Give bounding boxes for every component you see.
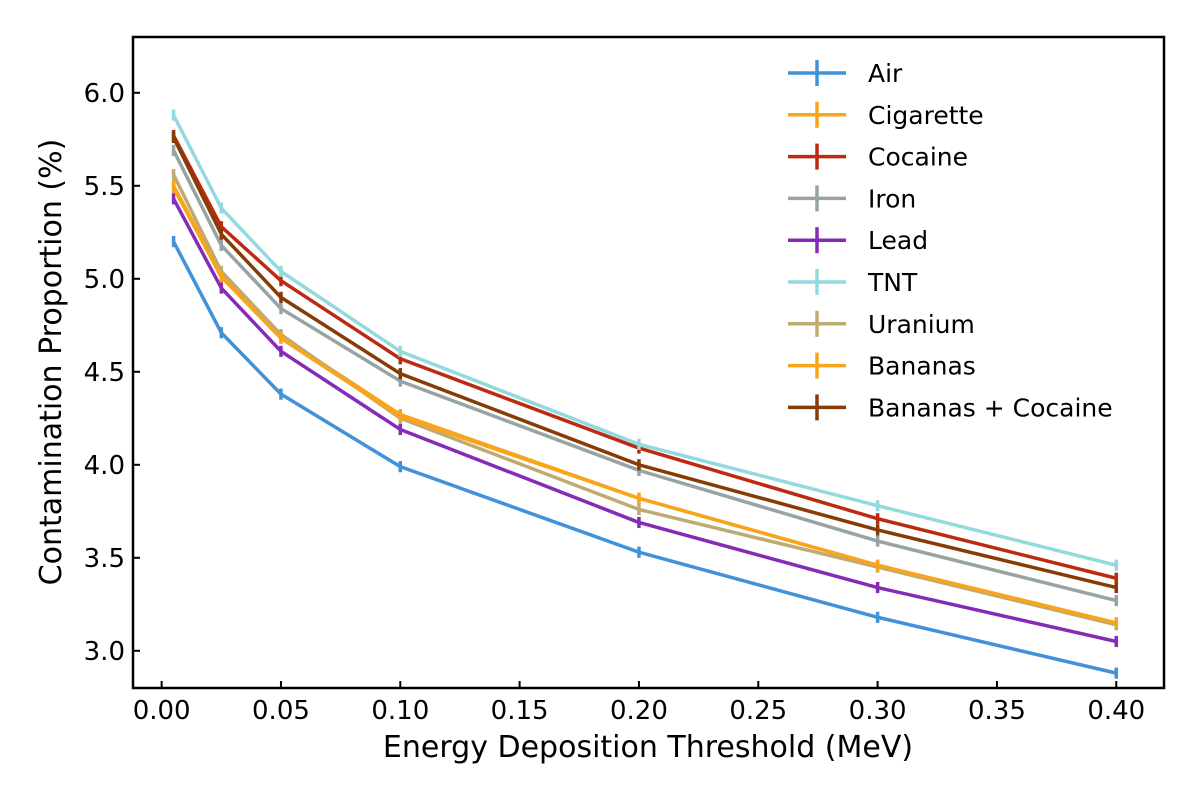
series-bananas — [171, 182, 1119, 629]
legend-label: TNT — [867, 268, 918, 297]
y-tick-label: 5.5 — [84, 172, 125, 202]
legend-item: Air — [788, 59, 903, 88]
legend-label: Iron — [868, 184, 916, 213]
x-axis-title: Energy Deposition Threshold (MeV) — [383, 730, 913, 765]
legend-label: Uranium — [868, 310, 975, 339]
y-tick-label: 3.5 — [84, 544, 125, 574]
legend-item: Bananas + Cocaine — [788, 393, 1113, 422]
x-tick-label: 0.05 — [252, 696, 310, 726]
legend-item: Uranium — [788, 310, 975, 339]
y-tick-label: 6.0 — [84, 79, 125, 109]
legend-label: Bananas + Cocaine — [868, 393, 1113, 422]
series-lead — [171, 193, 1119, 648]
legend-item: Cocaine — [788, 143, 968, 172]
x-tick-label: 0.00 — [133, 696, 191, 726]
y-tick-label: 4.0 — [84, 451, 125, 481]
y-tick-label: 5.0 — [84, 265, 125, 295]
series-air — [171, 236, 1119, 679]
legend-label: Air — [868, 59, 903, 88]
legend-item: Bananas — [788, 352, 976, 381]
x-tick-label: 0.40 — [1087, 696, 1145, 726]
x-tick-label: 0.25 — [729, 696, 787, 726]
y-tick-label: 3.0 — [84, 637, 125, 667]
x-tick-label: 0.20 — [610, 696, 668, 726]
legend-item: Cigarette — [788, 101, 984, 130]
series-bananas-cocaine — [171, 131, 1119, 594]
plot-frame — [131, 35, 1166, 690]
legend-label: Cocaine — [868, 143, 968, 172]
legend-label: Bananas — [868, 352, 976, 381]
x-tick-label: 0.35 — [968, 696, 1026, 726]
x-tick-label: 0.10 — [371, 696, 429, 726]
axes-layer: 0.00 0.05 0.10 0.15 0.20 0.25 0.30 0.35 0.40 3.0 3… — [84, 79, 1146, 726]
legend-item: Lead — [788, 226, 928, 255]
x-tick-label: 0.30 — [849, 696, 907, 726]
legend-label: Cigarette — [868, 101, 984, 130]
y-tick-label: 4.5 — [84, 358, 125, 388]
y-axis-title: Contamination Proportion (%) — [34, 139, 69, 586]
legend-item: TNT — [788, 268, 918, 297]
series-tnt — [171, 109, 1119, 571]
series-layer — [171, 109, 1119, 679]
legend-item: Iron — [788, 184, 916, 213]
legend-label: Lead — [868, 226, 928, 255]
legend: Air Cigarette Cocaine Iron Lead TNT Uranium Ban… — [788, 59, 1113, 422]
x-tick-label: 0.15 — [491, 696, 549, 726]
